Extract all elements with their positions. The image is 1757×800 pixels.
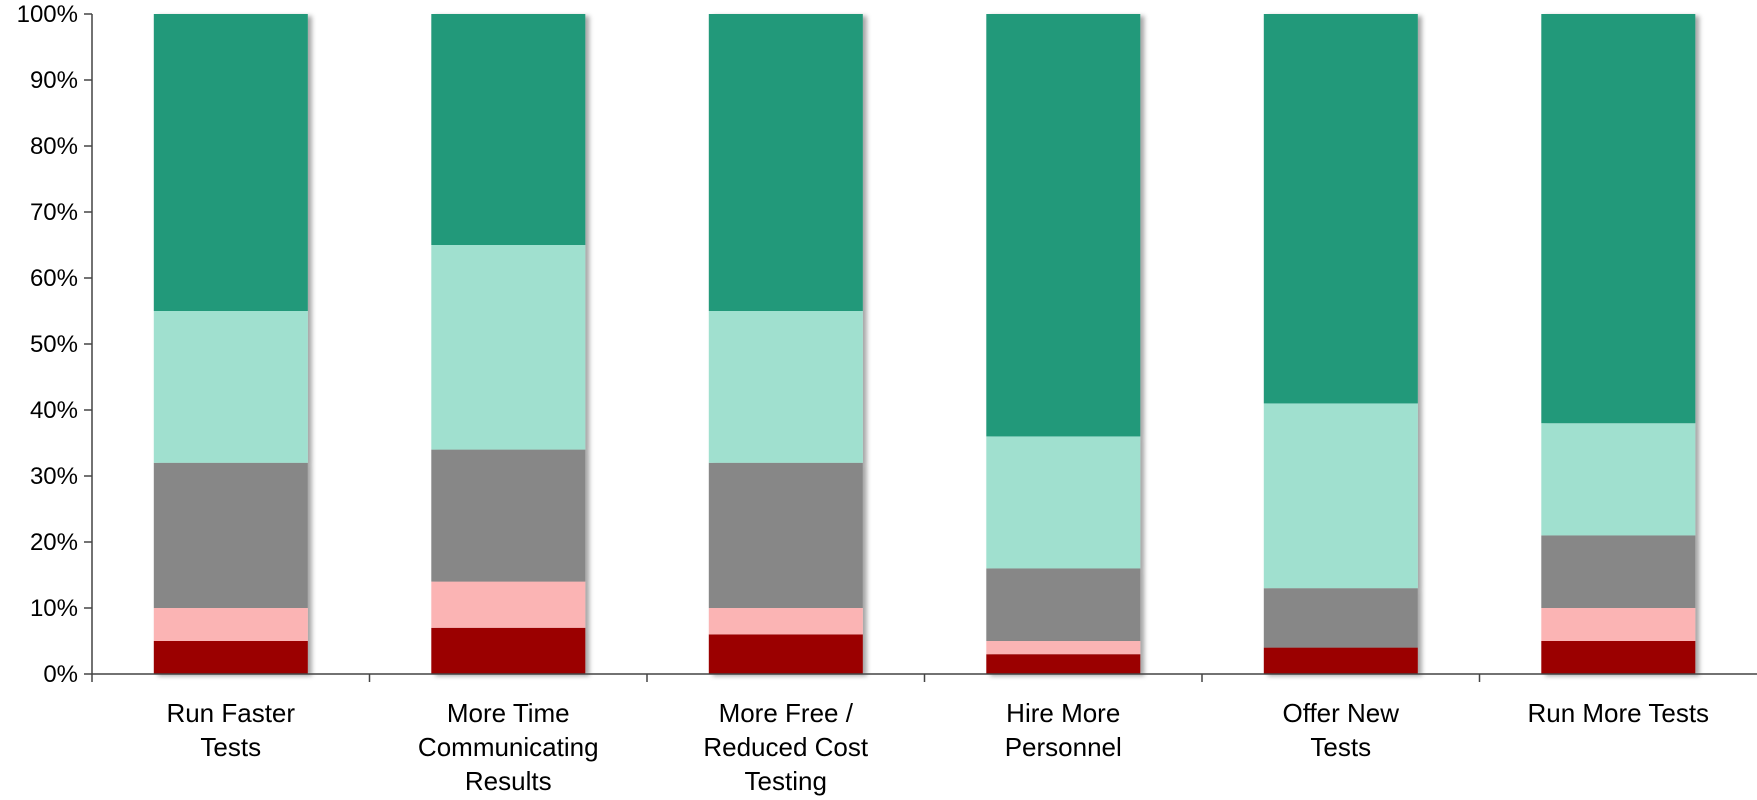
x-category-label: Run Faster Tests — [166, 698, 295, 762]
bar-segment — [431, 449, 586, 582]
bar-segment — [708, 634, 863, 674]
bar-segment — [986, 14, 1141, 437]
bar-segment — [1263, 647, 1418, 674]
y-tick-label: 30% — [30, 463, 78, 490]
bar-segment — [1263, 588, 1418, 648]
bar-column — [431, 14, 586, 674]
bar-segment — [1541, 535, 1696, 608]
y-tick-label: 90% — [30, 67, 78, 94]
bar-segment — [1541, 608, 1696, 641]
x-category-label: Hire More Personnel — [1005, 698, 1122, 762]
y-tick-label: 70% — [30, 199, 78, 226]
bar-segment — [986, 436, 1141, 569]
bar-segment — [986, 568, 1141, 641]
bar-segment — [431, 14, 586, 245]
bar-segment — [1263, 14, 1418, 404]
y-tick-label: 40% — [30, 397, 78, 424]
bar-segment — [431, 581, 586, 628]
y-tick-label: 60% — [30, 265, 78, 292]
bar-segment — [153, 14, 308, 311]
bar-segment — [708, 462, 863, 608]
bar-segment — [708, 14, 863, 311]
bar-segment — [431, 627, 586, 674]
bar-column — [986, 14, 1141, 674]
bar-segment — [431, 245, 586, 450]
y-tick-label: 20% — [30, 529, 78, 556]
bar-segment — [986, 641, 1141, 655]
bar-segment — [153, 641, 308, 674]
x-category-label: More Time Communicating Results — [418, 698, 599, 796]
bar-segment — [153, 608, 308, 641]
y-axis: 0% 10% 20% 30% 40% 50% 60% 70% 80% 90% 100% — [17, 1, 93, 688]
bar-segment — [986, 654, 1141, 674]
y-tick-label: 80% — [30, 133, 78, 160]
x-category-label: Run More Tests — [1527, 698, 1709, 728]
bar-segment — [1541, 423, 1696, 536]
bar-column — [1263, 14, 1418, 674]
x-category-label: Offer New Tests — [1282, 698, 1399, 762]
bar-segment — [1263, 403, 1418, 589]
y-tick-label: 50% — [30, 331, 78, 358]
bar-segment — [153, 311, 308, 463]
bar-column — [153, 14, 308, 674]
bar-segment — [708, 311, 863, 463]
y-tick-label: 0% — [43, 661, 78, 688]
bar-segment — [153, 462, 308, 608]
bars-group — [153, 14, 1696, 674]
bar-column — [1541, 14, 1696, 674]
y-tick-label: 100% — [17, 1, 78, 28]
bar-segment — [1541, 641, 1696, 674]
y-tick-label: 10% — [30, 595, 78, 622]
bar-column — [708, 14, 863, 674]
bar-segment — [708, 608, 863, 635]
bar-segment — [1541, 14, 1696, 424]
x-category-label: More Free / Reduced Cost Testing — [703, 698, 869, 796]
x-axis: Run Faster Tests More Time Communicating Res… — [91, 673, 1757, 796]
